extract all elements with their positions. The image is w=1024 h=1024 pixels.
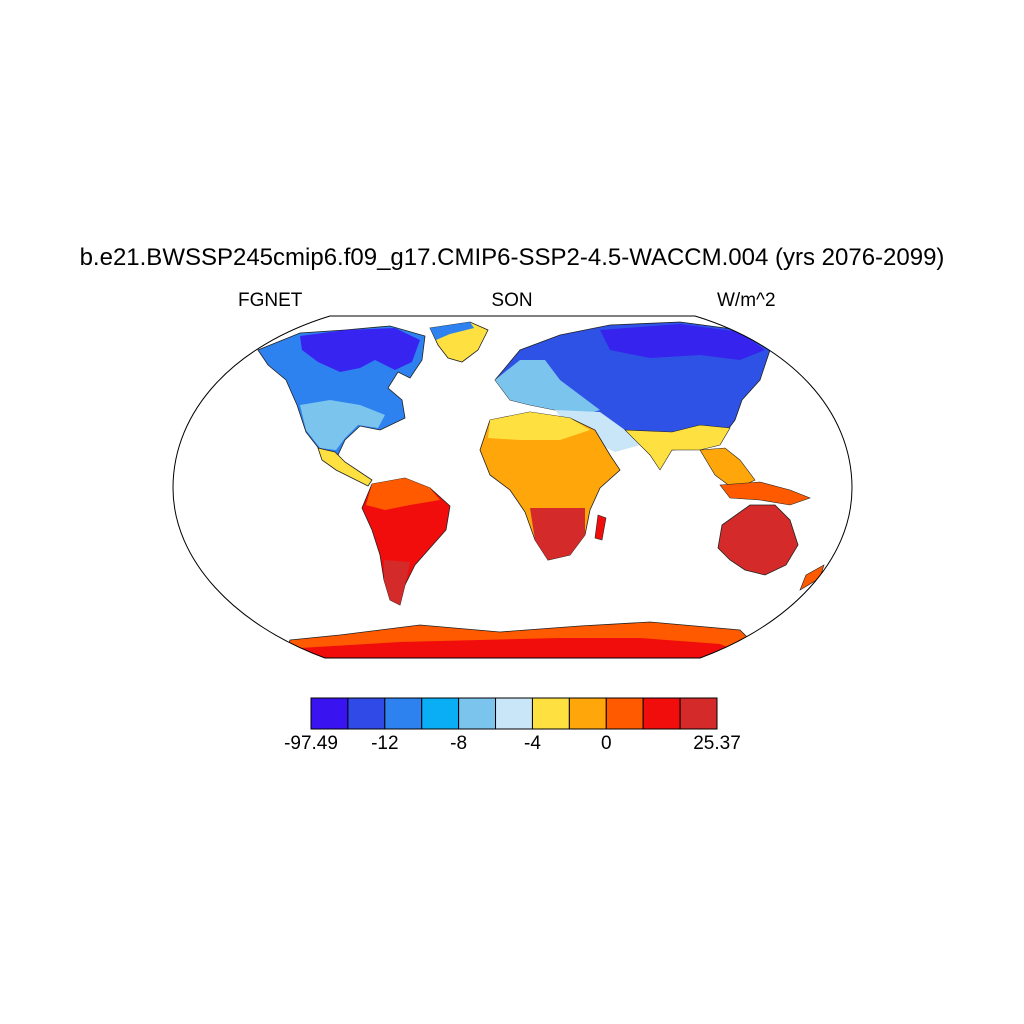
- land-layer: [257, 321, 825, 658]
- indonesia: [719, 481, 811, 506]
- antarctica-inner: [280, 638, 760, 658]
- map-outline: [172, 315, 853, 659]
- colorbar-box-5: [495, 697, 533, 730]
- colorbar-label: -8: [450, 733, 468, 754]
- season-label: SON: [491, 290, 533, 311]
- colorbar-label: -97.49: [284, 733, 338, 754]
- north-america-high: [300, 328, 420, 372]
- africa-south: [530, 508, 585, 560]
- south-asia: [624, 424, 731, 471]
- colorbar-box-9: [642, 697, 681, 730]
- colorbar-box-8: [605, 697, 644, 730]
- north-america-south: [300, 400, 385, 450]
- colorbar-boxes: [310, 697, 718, 730]
- australia: [717, 504, 799, 576]
- colorbar-box-4: [458, 697, 497, 730]
- siberia-high: [600, 324, 765, 360]
- plot-title: b.e21.BWSSP245cmip6.f09_g17.CMIP6-SSP2-4…: [79, 244, 945, 271]
- south-america-north: [366, 478, 440, 510]
- colorbar-box-7: [568, 697, 607, 730]
- colorbar-box-6: [531, 697, 570, 730]
- colorbar-label: 25.37: [693, 733, 741, 754]
- middle-east: [555, 410, 640, 452]
- central-america: [317, 447, 373, 487]
- europe-light: [495, 360, 600, 416]
- variable-label: FGNET: [238, 290, 303, 311]
- southeast-asia: [699, 447, 756, 491]
- greenland-edge: [430, 322, 474, 340]
- colorbar-box-10: [679, 697, 718, 730]
- colorbar-box-0: [310, 697, 349, 730]
- colorbar-label: -12: [371, 733, 399, 754]
- colorbar-box-2: [384, 697, 423, 730]
- colorbar-label: 0: [600, 733, 612, 754]
- units-label: W/m^2: [717, 290, 776, 311]
- africa-north: [488, 412, 590, 440]
- madagascar: [594, 514, 607, 541]
- colorbar-box-1: [347, 697, 386, 730]
- south-america-south: [384, 560, 410, 605]
- colorbar-box-3: [421, 697, 460, 730]
- colorbar-label: -4: [524, 733, 541, 754]
